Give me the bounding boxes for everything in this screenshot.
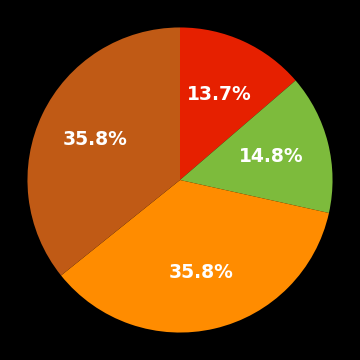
Text: 35.8%: 35.8% — [62, 130, 127, 149]
Text: 14.8%: 14.8% — [239, 148, 304, 166]
Wedge shape — [27, 27, 180, 275]
Wedge shape — [180, 27, 296, 180]
Wedge shape — [61, 180, 329, 333]
Wedge shape — [180, 81, 333, 213]
Text: 35.8%: 35.8% — [169, 262, 234, 282]
Text: 13.7%: 13.7% — [187, 85, 252, 104]
